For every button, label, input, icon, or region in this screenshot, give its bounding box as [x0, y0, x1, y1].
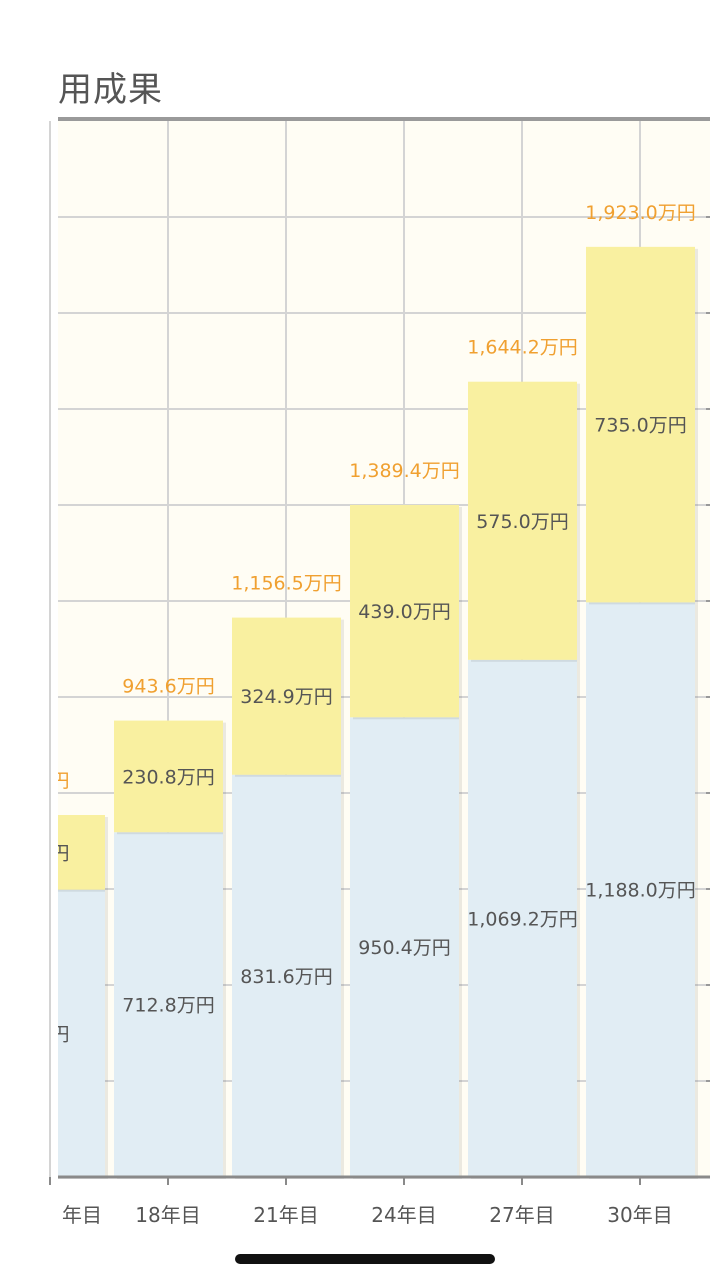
bar-segment-principal [468, 659, 577, 1177]
segment-value-label: 575.0万円 [476, 511, 568, 533]
total-value-label: 1,389.4万円 [349, 460, 460, 482]
bar-segment-gain [586, 246, 695, 603]
segment-value-label: 1,069.2万円 [467, 908, 578, 930]
bar-segment-principal [58, 889, 105, 1177]
home-indicator[interactable] [235, 1254, 495, 1264]
x-tick-label: 21年目 [253, 1203, 318, 1227]
chart-title: 用成果 [58, 70, 163, 110]
total-value-label: 943.6万円 [122, 676, 214, 698]
segment-value-label: 950.4万円 [358, 937, 450, 959]
segment-value-label: 324.9万円 [240, 686, 332, 708]
total-value-label: 1,644.2万円 [467, 337, 578, 359]
segment-value-label: 735.0万円 [594, 415, 686, 437]
segment-value-label: 万円 [31, 1023, 69, 1045]
x-tick-label: 27年目 [489, 1203, 554, 1227]
bar-segment-gain [350, 504, 459, 718]
x-tick-label: 24年目 [371, 1203, 436, 1227]
bar-segment-principal [586, 602, 695, 1177]
bars: 万円万円万円712.8万円230.8万円943.6万円831.6万円324.9万… [31, 202, 698, 1179]
bar-segment-principal [350, 717, 459, 1177]
segment-value-label: 831.6万円 [240, 966, 332, 988]
segment-value-label: 1,188.0万円 [585, 880, 696, 902]
segment-value-label: 439.0万円 [358, 601, 450, 623]
bar-segment-gain [232, 617, 341, 775]
y-ticks [706, 216, 710, 1082]
x-tick-label: 18年目 [135, 1203, 200, 1227]
total-value-label: 1,156.5万円 [231, 573, 342, 595]
total-value-label: 万円 [31, 770, 69, 792]
segment-value-label: 万円 [31, 842, 69, 864]
bar-segment-gain [114, 720, 223, 833]
x-tick-label: 30年目 [607, 1203, 672, 1227]
bar-segment-principal [232, 774, 341, 1177]
bar-segment-principal [114, 832, 223, 1177]
segment-value-label: 230.8万円 [122, 766, 214, 788]
x-tick-label: 年目 [62, 1203, 102, 1227]
bar-segment-gain [468, 381, 577, 660]
total-value-label: 1,923.0万円 [585, 202, 696, 224]
x-ticks [49, 1177, 641, 1185]
segment-value-label: 712.8万円 [122, 995, 214, 1017]
bar-segment-gain [58, 814, 105, 890]
x-tick-labels: 年目 18年目 21年目 24年目 27年目 30年目 [62, 1203, 673, 1227]
title-divider [58, 117, 710, 121]
